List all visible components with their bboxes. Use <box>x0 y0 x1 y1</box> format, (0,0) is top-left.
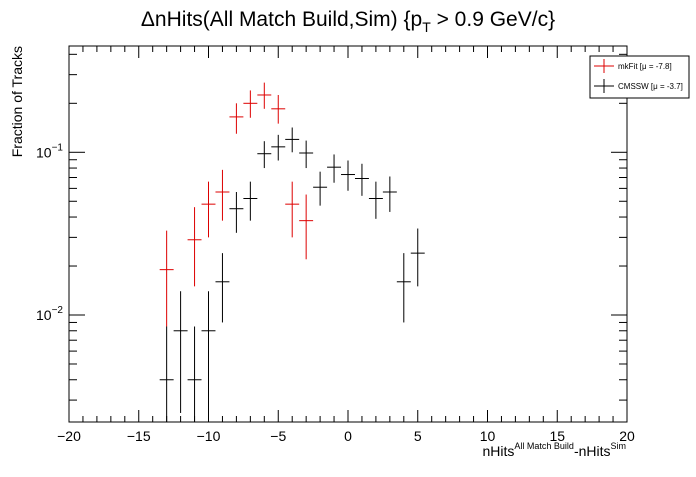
data-point <box>285 181 300 238</box>
legend-label-cmssw: CMSSW [μ = -3.7] <box>618 82 683 91</box>
series-1 <box>159 127 425 422</box>
chart-title-subscript: T <box>422 19 431 35</box>
legend-box <box>589 55 690 99</box>
x-axis-label: nHitsAll Match Build-nHitsSim <box>483 441 627 459</box>
x-tick-label: 5 <box>414 428 422 444</box>
data-point <box>257 141 272 169</box>
data-point <box>229 192 244 233</box>
x-axis-label-sup2: Sim <box>611 441 627 451</box>
data-point <box>187 326 202 422</box>
legend-entry-mkfit: mkFit [μ = -7.8] <box>594 59 672 73</box>
y-tick-label-base: 10 <box>36 307 52 323</box>
data-point <box>299 140 314 169</box>
data-point <box>187 207 202 287</box>
data-point <box>354 163 369 196</box>
data-point <box>243 90 258 118</box>
data-point <box>159 326 174 422</box>
x-axis-label-mid: -nHits <box>574 443 611 459</box>
chart-title-tail: > 0.9 GeV/c} <box>431 8 555 31</box>
data-point <box>257 82 272 109</box>
series-0 <box>159 82 314 327</box>
x-tick-label: −10 <box>197 428 221 444</box>
chart-title-main: ΔnHits(All Match Build,Sim) {p <box>141 8 422 31</box>
x-tick-label: −20 <box>57 428 81 444</box>
data-point <box>382 176 397 212</box>
data-point <box>271 134 286 161</box>
x-tick-label: 10 <box>480 428 496 444</box>
y-tick-label: 10−1 <box>36 142 63 160</box>
data-point <box>341 160 355 191</box>
data-point <box>201 181 216 238</box>
data-point <box>327 154 342 183</box>
data-point <box>201 291 216 413</box>
plot-area: −20 −15 −10 −5 0 5 10 15 20 10−110−2 <box>36 45 635 444</box>
data-point <box>299 194 314 260</box>
x-tick-label: 0 <box>344 428 352 444</box>
data-point <box>313 171 328 206</box>
series-layer <box>159 82 425 422</box>
data-point <box>368 181 383 219</box>
x-tick-label: 20 <box>619 428 635 444</box>
y-tick-label-base: 10 <box>36 144 52 160</box>
data-point <box>229 103 244 134</box>
y-axis-ticks: 10−110−2 <box>36 53 627 401</box>
data-point <box>410 228 425 287</box>
legend-entry-cmssw: CMSSW [μ = -3.7] <box>594 79 683 93</box>
data-point <box>159 230 174 327</box>
x-axis-label-sup1: All Match Build <box>514 441 574 451</box>
x-tick-label: −5 <box>270 428 286 444</box>
chart-title: ΔnHits(All Match Build,Sim) {pT > 0.9 Ge… <box>141 8 555 35</box>
data-point <box>396 253 411 323</box>
data-point <box>215 169 230 221</box>
data-point <box>215 253 230 323</box>
x-tick-label: −15 <box>127 428 151 444</box>
data-point <box>173 291 188 413</box>
y-tick-label: 10−2 <box>36 305 63 323</box>
x-tick-label: 15 <box>549 428 565 444</box>
y-tick-label-exponent: −1 <box>52 142 64 153</box>
data-point <box>285 127 300 153</box>
x-axis-label-main: nHits <box>483 443 515 459</box>
data-point <box>271 94 286 124</box>
legend-label-mkfit: mkFit [μ = -7.8] <box>618 62 672 71</box>
legend: mkFit [μ = -7.8] CMSSW [μ = -3.7] <box>589 55 690 99</box>
y-axis-label: Fraction of Tracks <box>9 46 25 157</box>
data-point <box>243 181 258 221</box>
y-tick-label-exponent: −2 <box>52 305 64 316</box>
